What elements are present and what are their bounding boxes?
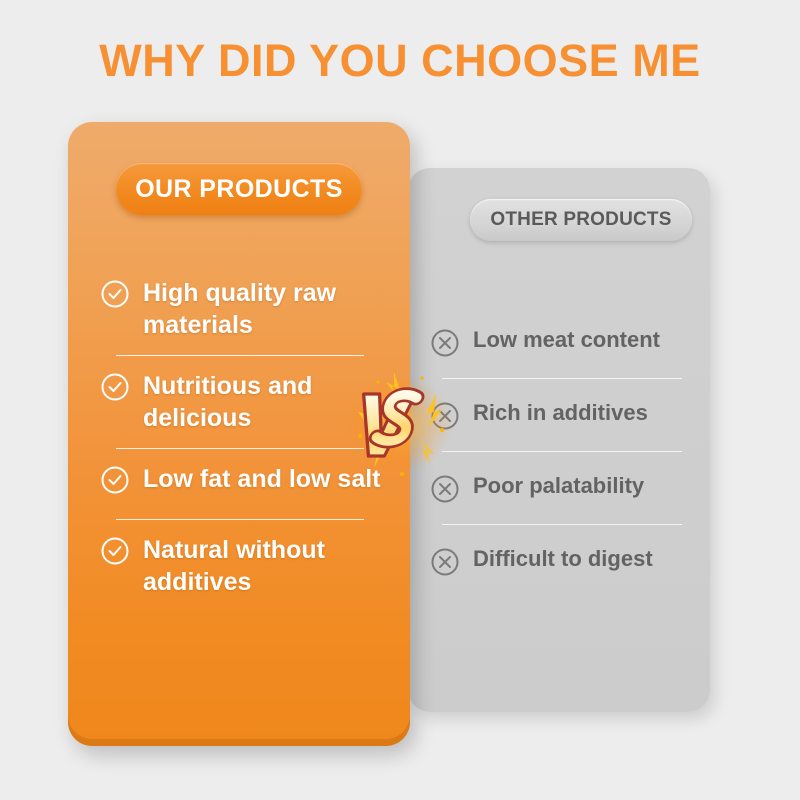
other-products-badge-label: OTHER PRODUCTS	[490, 209, 672, 230]
other-products-list: Low meat content Rich in additives Poor …	[430, 326, 698, 577]
list-item-label: Low fat and low salt	[143, 465, 381, 493]
our-products-badge-label: OUR PRODUCTS	[135, 174, 343, 203]
list-item-label: Poor palatability	[473, 473, 645, 498]
list-divider	[116, 448, 364, 449]
check-circle-icon	[100, 465, 130, 495]
list-divider	[116, 519, 364, 520]
list-divider	[116, 355, 364, 356]
check-circle-icon	[100, 372, 130, 402]
list-divider	[442, 451, 682, 452]
list-item: Poor palatability	[430, 472, 698, 504]
our-products-card: OUR PRODUCTS High quality raw materials …	[68, 122, 410, 746]
list-divider	[442, 524, 682, 525]
list-divider	[442, 378, 682, 379]
list-item: Natural without additives	[100, 534, 390, 598]
list-item: Low meat content	[430, 326, 698, 358]
list-item-label: Difficult to digest	[473, 546, 653, 571]
list-item: Low fat and low salt	[100, 463, 390, 505]
list-item-label: High quality raw materials	[143, 279, 337, 339]
page-title: WHY DID YOU CHOOSE ME	[99, 35, 701, 86]
list-item-label: Nutritious and delicious	[143, 372, 313, 432]
cross-circle-icon	[430, 547, 460, 577]
list-item: High quality raw materials	[100, 277, 390, 341]
our-products-list: High quality raw materials Nutritious an…	[100, 277, 390, 598]
list-item-label: Rich in additives	[473, 400, 648, 425]
list-item: Difficult to digest	[430, 545, 698, 577]
cross-circle-icon	[430, 401, 460, 431]
check-circle-icon	[100, 536, 130, 566]
check-circle-icon	[100, 279, 130, 309]
list-item-label: Natural without additives	[143, 536, 325, 596]
other-products-card: OTHER PRODUCTS Low meat content Rich in …	[408, 168, 710, 712]
other-products-badge: OTHER PRODUCTS	[470, 199, 692, 241]
list-item-label: Low meat content	[473, 327, 661, 352]
cross-circle-icon	[430, 474, 460, 504]
our-products-badge: OUR PRODUCTS	[116, 163, 362, 215]
cross-circle-icon	[430, 328, 460, 358]
list-item: Rich in additives	[430, 399, 698, 431]
list-item: Nutritious and delicious	[100, 370, 390, 434]
